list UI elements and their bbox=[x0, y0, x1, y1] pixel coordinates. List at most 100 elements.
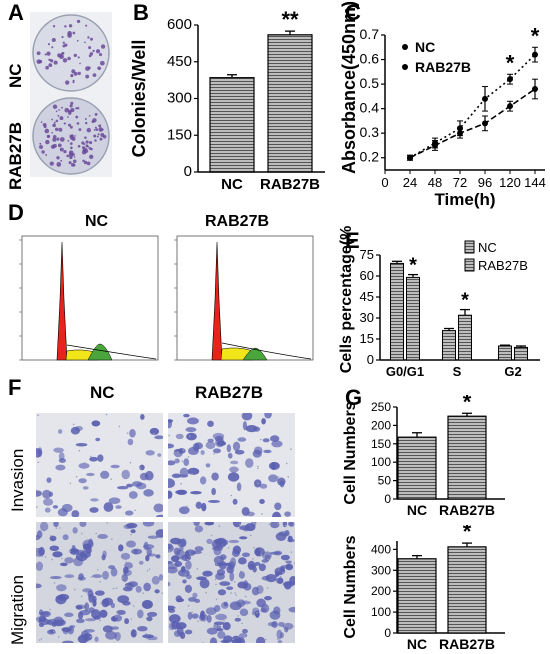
chart-B-y-tick-label: 450 bbox=[167, 53, 192, 70]
category-label-rab27b: RAB27B bbox=[260, 176, 320, 193]
chart-E-y-tick-label: 60 bbox=[360, 268, 374, 283]
chart-C-x-tick-label: 72 bbox=[453, 175, 467, 190]
data-point-rab27b bbox=[457, 130, 463, 137]
histogram-frame bbox=[176, 235, 314, 361]
g1-peak bbox=[56, 241, 68, 361]
bar-nc bbox=[390, 262, 404, 361]
chart-B-y-tick-label: 600 bbox=[167, 16, 192, 33]
chart-G2-y-tick-label: 200 bbox=[371, 584, 391, 598]
chart-E-y-tick-label: 75 bbox=[360, 247, 374, 262]
chart-G1-y-tick-label: 0 bbox=[384, 492, 391, 506]
chart-E-y-tick-label: 0 bbox=[367, 352, 374, 367]
chart-B-y-tick-label: 0 bbox=[184, 163, 192, 180]
significance-marker: * bbox=[463, 395, 472, 414]
chart-C-x-tick-label: 24 bbox=[403, 175, 417, 190]
bar-nc bbox=[397, 436, 437, 500]
panel-label-a: A bbox=[8, 0, 24, 25]
g1-peak bbox=[211, 241, 223, 361]
category-label-rab27b: RAB27B bbox=[439, 636, 495, 652]
chart-C-y-label: Absorbance(450nm) bbox=[339, 1, 359, 174]
histogram-title-rab27b: RAB27B bbox=[205, 213, 270, 230]
invasion-count-bar-chart: 0 50 100 150 200 250 Cell Numbers NC RAB27B * bbox=[342, 395, 505, 518]
chart-C-x-tick-label: 0 bbox=[381, 175, 388, 190]
chart-C-y-tick-label: 0.3 bbox=[360, 124, 380, 140]
bar-rab27b bbox=[406, 276, 420, 361]
chart-C-x-tick-label: 120 bbox=[499, 175, 521, 190]
chart-C-y-tick-label: 0.5 bbox=[360, 75, 380, 91]
category-label-rab27b: RAB27B bbox=[439, 502, 495, 518]
bar-rab27b bbox=[514, 346, 528, 361]
plate-row-label-nc: NC bbox=[6, 63, 25, 88]
absorbance-line-chart: 0.2 0.3 0.4 0.5 0.6 0.7 0 24 48 72 96 120 144 Time(h)… bbox=[339, 1, 546, 209]
chart-C-x-tick-label: 48 bbox=[428, 175, 442, 190]
chart-G2-y-tick-label: 400 bbox=[371, 542, 391, 556]
cell-cycle-histogram-rab27b bbox=[174, 235, 314, 361]
chart-G2-y-tick-label: 100 bbox=[371, 605, 391, 619]
category-label-nc: NC bbox=[407, 636, 427, 652]
category-label: G0/G1 bbox=[386, 364, 424, 379]
transwell-row-label-migration: Migration bbox=[8, 575, 27, 645]
chart-C-x-label: Time(h) bbox=[434, 190, 495, 209]
chart-B-y-tick-label: 150 bbox=[167, 126, 192, 143]
panel-label-e: E bbox=[345, 228, 360, 253]
legend-label-rab27b: RAB27B bbox=[415, 59, 471, 75]
legend-marker-nc bbox=[402, 44, 408, 50]
significance-marker: * bbox=[531, 23, 540, 48]
chart-G1-y-tick-label: 50 bbox=[378, 474, 392, 488]
panel-label-b: B bbox=[133, 0, 149, 25]
chart-C-y-tick-label: 0.4 bbox=[360, 100, 380, 116]
panel-label-g: G bbox=[345, 385, 363, 410]
chart-G1-y-tick-label: 250 bbox=[371, 400, 391, 414]
invasion-image-nc bbox=[36, 413, 163, 517]
category-label-nc: NC bbox=[407, 502, 427, 518]
data-point-nc bbox=[532, 51, 538, 58]
bar-nc bbox=[397, 558, 437, 634]
migration-image-nc bbox=[36, 522, 163, 643]
bar-rab27b bbox=[458, 314, 472, 361]
significance-marker: * bbox=[463, 525, 472, 544]
plate-row-label-rab27b: RAB27B bbox=[6, 121, 25, 190]
cell-cycle-bar-chart: 0 15 30 45 60 75 Cells percentage(% G0/G1 * S * G2 N… bbox=[338, 226, 540, 379]
significance-marker: * bbox=[409, 255, 417, 277]
legend-label-nc: NC bbox=[478, 240, 497, 255]
chart-G1-y-tick-label: 150 bbox=[371, 437, 391, 451]
panel-label-f: F bbox=[8, 375, 22, 400]
bar-nc bbox=[442, 330, 456, 361]
significance-marker: * bbox=[506, 50, 515, 75]
data-point-rab27b bbox=[532, 86, 538, 92]
chart-B-y-label: Colonies/Well bbox=[129, 40, 149, 158]
data-point-rab27b bbox=[507, 103, 513, 110]
panel-label-c: C bbox=[345, 0, 361, 25]
data-point-nc bbox=[507, 76, 513, 83]
colony-bar-chart: 0 150 300 450 600 Colonies/Well NC RAB27B ** bbox=[129, 7, 325, 193]
colony-dots bbox=[36, 19, 107, 167]
chart-E-y-tick-label: 45 bbox=[360, 289, 374, 304]
legend-label-nc: NC bbox=[415, 39, 435, 55]
migration-count-bar-chart: 0 100 200 300 400 Cell Numbers NC RAB27B * bbox=[342, 525, 505, 652]
cell-cycle-histogram-nc bbox=[19, 235, 159, 361]
category-label: S bbox=[453, 364, 462, 379]
legend-marker-rab27b bbox=[402, 64, 408, 70]
chart-G2-y-label: Cell Numbers bbox=[342, 535, 359, 638]
migration-image-rab27b bbox=[168, 522, 295, 643]
chart-C-x-tick-label: 96 bbox=[478, 175, 492, 190]
chart-E-y-tick-label: 30 bbox=[360, 310, 374, 325]
chart-B-y-tick-label: 300 bbox=[167, 90, 192, 107]
legend-swatch-nc bbox=[464, 240, 475, 254]
panel-label-d: D bbox=[8, 200, 24, 225]
histogram-title-nc: NC bbox=[85, 213, 109, 230]
legend-label-rab27b: RAB27B bbox=[478, 258, 528, 273]
chart-G2-y-tick-label: 0 bbox=[384, 626, 391, 640]
chart-E-y-label: Cells percentage(% bbox=[338, 226, 355, 374]
invasion-image-rab27b bbox=[168, 413, 295, 517]
significance-marker: ** bbox=[281, 7, 299, 32]
bar-nc bbox=[209, 77, 255, 173]
chart-C-y-tick-label: 0.2 bbox=[360, 149, 380, 165]
histogram-frame bbox=[21, 235, 159, 361]
transwell-col-label-nc: NC bbox=[90, 383, 115, 402]
data-point-rab27b bbox=[482, 120, 488, 127]
category-label-nc: NC bbox=[221, 176, 243, 193]
g2-peak bbox=[87, 343, 113, 361]
histogram-trace bbox=[66, 344, 157, 360]
chart-G2-y-tick-label: 300 bbox=[371, 563, 391, 577]
